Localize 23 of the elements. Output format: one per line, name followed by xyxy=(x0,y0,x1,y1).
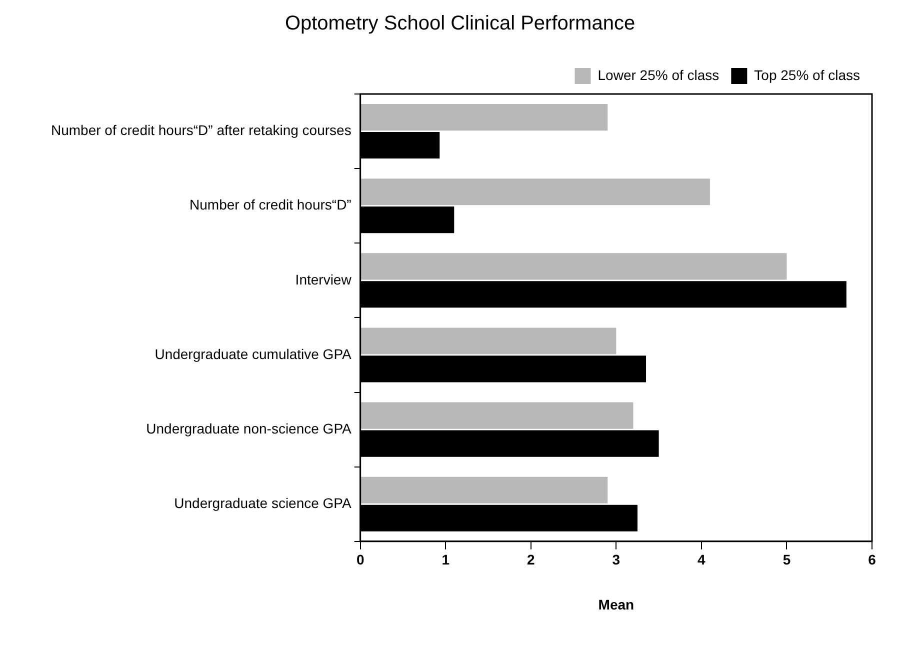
bar xyxy=(360,328,616,354)
legend-label: Lower 25% of class xyxy=(598,66,720,83)
y-tick-label: Undergraduate non-science GPA xyxy=(146,420,352,436)
y-tick-label: Undergraduate science GPA xyxy=(174,494,352,511)
x-tick-label: 4 xyxy=(698,552,706,568)
bar xyxy=(360,178,710,206)
x-tick-label: 3 xyxy=(612,552,620,568)
x-tick-label: 1 xyxy=(442,552,450,568)
chart-title: Optometry School Clinical Performance xyxy=(284,12,636,35)
legend-label: Top 25% of class xyxy=(754,66,860,83)
bar xyxy=(360,402,634,429)
x-tick-label: 0 xyxy=(356,552,364,568)
bar xyxy=(360,104,608,131)
x-tick-label: 2 xyxy=(526,552,535,568)
y-tick-label: Number of credit hours“D” xyxy=(190,196,352,213)
bar xyxy=(360,476,608,504)
y-tick-label: Undergraduate cumulative GPA xyxy=(154,346,352,362)
y-tick-label: Interview xyxy=(295,271,352,288)
x-tick-label: 5 xyxy=(782,552,791,568)
x-tick-label: 6 xyxy=(868,552,876,568)
x-axis-title: Mean xyxy=(598,596,634,612)
y-tick-label: Number of credit hours“D” after retaking courses xyxy=(50,122,352,138)
bar xyxy=(360,253,787,280)
